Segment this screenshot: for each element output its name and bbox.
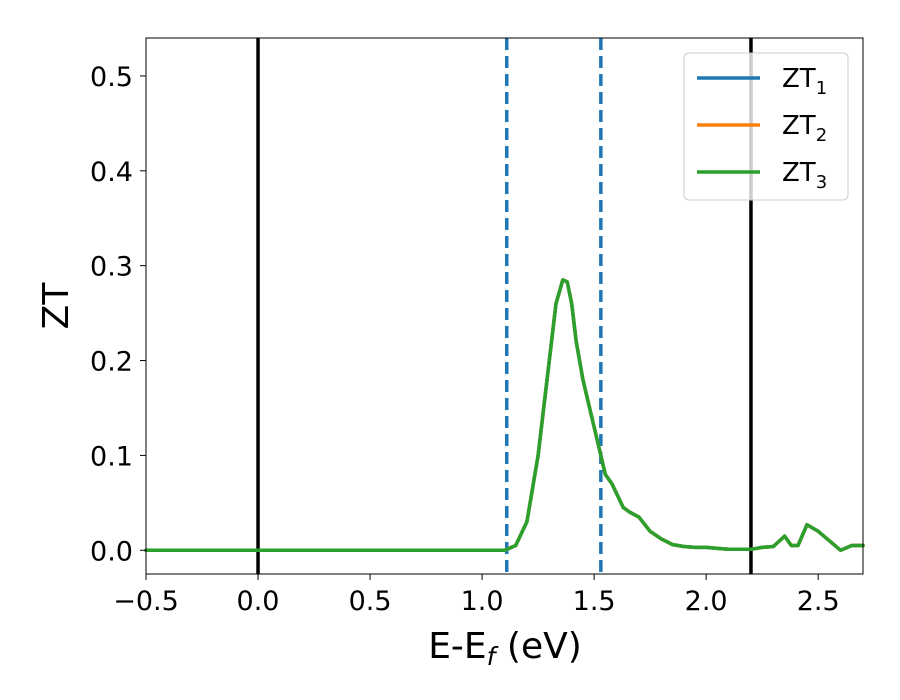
series-line-zt3: [144, 278, 865, 553]
y-tick-label: 0.3: [90, 252, 133, 283]
x-tick-label: 2.5: [797, 586, 840, 617]
legend-label-zt2: ZT2: [782, 111, 827, 146]
x-tick-label: −0.5: [113, 586, 179, 617]
x-axis-label: E-Ef (eV): [428, 626, 582, 671]
x-tick-label: 1.0: [461, 586, 504, 617]
legend-label-zt3: ZT3: [782, 158, 827, 193]
y-tick-label: 0.0: [90, 536, 133, 567]
x-tick-label: 0.0: [237, 586, 280, 617]
plot-frame: [145, 37, 864, 575]
y-axis-label: ZT: [36, 282, 77, 330]
x-tick-label: 2.0: [685, 586, 728, 617]
y-tick-label: 0.5: [90, 62, 133, 93]
y-tick-label: 0.1: [90, 441, 133, 472]
x-tick-label: 0.5: [349, 586, 392, 617]
y-tick-label: 0.2: [90, 347, 133, 378]
y-tick-label: 0.4: [90, 157, 133, 188]
series-lines: [144, 278, 865, 553]
legend: ZT1 ZT2 ZT3: [683, 52, 849, 201]
x-axis-label-main: E-E: [428, 626, 486, 667]
legend-box: [683, 52, 849, 201]
legend-label-zt1: ZT1: [782, 64, 827, 99]
x-axis-ticks: −0.5 0.0 0.5 1.0 1.5 2.0 2.5: [113, 574, 840, 617]
x-axis-label-unit: (eV): [495, 626, 581, 667]
x-tick-label: 1.5: [573, 586, 616, 617]
y-axis-ticks: 0.0 0.1 0.2 0.3 0.4 0.5: [90, 62, 146, 567]
